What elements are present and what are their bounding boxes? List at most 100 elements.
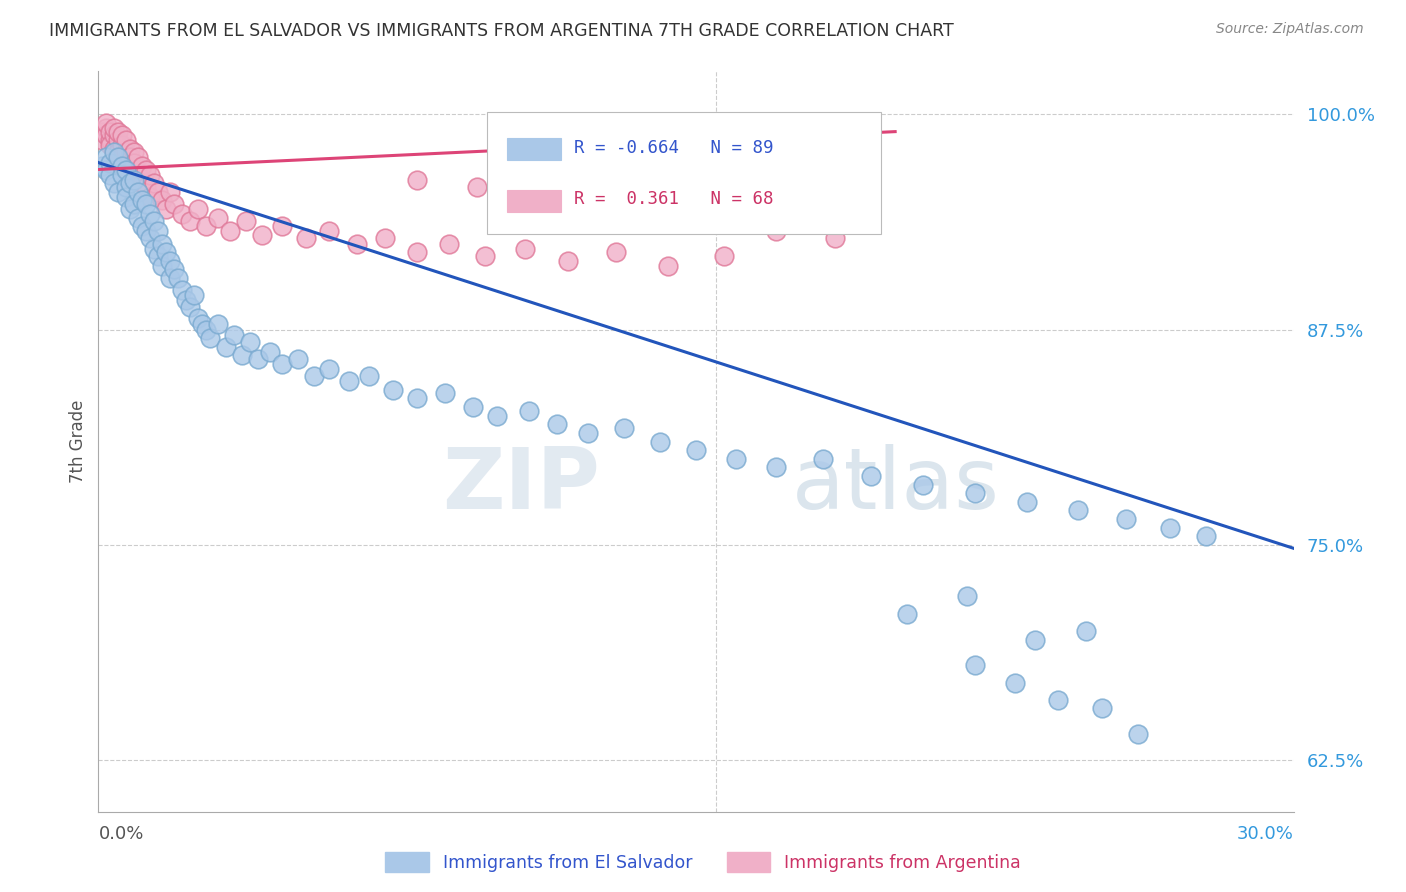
Point	[1115, 512, 1137, 526]
Point	[103, 145, 125, 160]
Point	[103, 121, 125, 136]
Point	[111, 159, 134, 173]
Point	[239, 334, 262, 349]
Point	[346, 236, 368, 251]
Point	[294, 231, 316, 245]
Point	[406, 392, 429, 406]
Point	[765, 460, 787, 475]
Point	[526, 190, 548, 204]
Point	[713, 249, 735, 263]
Point	[896, 607, 918, 621]
Point	[219, 225, 242, 239]
Point	[195, 219, 218, 234]
Point	[207, 318, 229, 332]
Point	[120, 151, 142, 165]
Point	[485, 409, 508, 423]
Point	[222, 327, 245, 342]
Point	[198, 331, 221, 345]
Point	[172, 283, 194, 297]
Text: R =  0.361   N = 68: R = 0.361 N = 68	[574, 191, 773, 209]
Point	[98, 138, 122, 153]
Bar	[508, 138, 561, 161]
FancyBboxPatch shape	[486, 112, 882, 235]
Point	[605, 245, 627, 260]
Point	[139, 207, 162, 221]
Point	[127, 151, 149, 165]
Point	[148, 185, 170, 199]
Point	[912, 477, 935, 491]
Point	[183, 288, 205, 302]
Point	[98, 133, 122, 147]
Point	[270, 219, 292, 234]
Point	[96, 121, 118, 136]
Point	[131, 219, 153, 234]
Point	[148, 249, 170, 263]
Point	[246, 351, 269, 366]
Text: ZIP: ZIP	[443, 444, 600, 527]
Point	[187, 202, 209, 216]
Point	[231, 348, 253, 362]
Point	[195, 323, 218, 337]
Point	[813, 451, 835, 466]
Point	[115, 179, 138, 194]
Point	[159, 185, 181, 199]
Point	[1067, 503, 1090, 517]
Point	[115, 190, 138, 204]
Point	[465, 179, 488, 194]
Legend: Immigrants from El Salvador, Immigrants from Argentina: Immigrants from El Salvador, Immigrants …	[378, 845, 1028, 879]
Point	[461, 400, 484, 414]
Point	[963, 658, 986, 673]
Point	[235, 214, 257, 228]
Point	[159, 271, 181, 285]
Text: Source: ZipAtlas.com: Source: ZipAtlas.com	[1216, 22, 1364, 37]
Point	[270, 357, 292, 371]
Point	[860, 469, 883, 483]
Point	[131, 176, 153, 190]
Point	[150, 259, 173, 273]
Point	[124, 145, 146, 160]
Point	[107, 151, 129, 165]
Point	[645, 207, 668, 221]
Point	[98, 125, 122, 139]
Point	[172, 207, 194, 221]
Point	[120, 202, 142, 216]
Point	[111, 128, 134, 142]
Point	[111, 168, 134, 182]
Text: IMMIGRANTS FROM EL SALVADOR VS IMMIGRANTS FROM ARGENTINA 7TH GRADE CORRELATION C: IMMIGRANTS FROM EL SALVADOR VS IMMIGRANT…	[49, 22, 953, 40]
Point	[1047, 693, 1070, 707]
Point	[115, 162, 138, 177]
Point	[150, 236, 173, 251]
Point	[135, 225, 157, 239]
Point	[107, 133, 129, 147]
Point	[215, 340, 238, 354]
Point	[648, 434, 672, 449]
Point	[174, 293, 197, 308]
Point	[96, 151, 118, 165]
Point	[287, 351, 309, 366]
Point	[585, 197, 607, 211]
Point	[1076, 624, 1098, 638]
Point	[179, 300, 201, 314]
Point	[318, 225, 340, 239]
Point	[127, 168, 149, 182]
Point	[474, 249, 496, 263]
Point	[179, 214, 201, 228]
Point	[131, 194, 153, 208]
Point	[139, 190, 162, 204]
Point	[120, 176, 142, 190]
Point	[139, 231, 162, 245]
Point	[127, 211, 149, 225]
Point	[127, 185, 149, 199]
Point	[546, 417, 568, 432]
Point	[143, 176, 166, 190]
Point	[704, 214, 727, 228]
Point	[115, 133, 138, 147]
Y-axis label: 7th Grade: 7th Grade	[69, 400, 87, 483]
Point	[155, 245, 177, 260]
Point	[578, 425, 600, 440]
Point	[1159, 521, 1181, 535]
Point	[824, 231, 846, 245]
Point	[135, 162, 157, 177]
Point	[98, 168, 122, 182]
Point	[159, 253, 181, 268]
